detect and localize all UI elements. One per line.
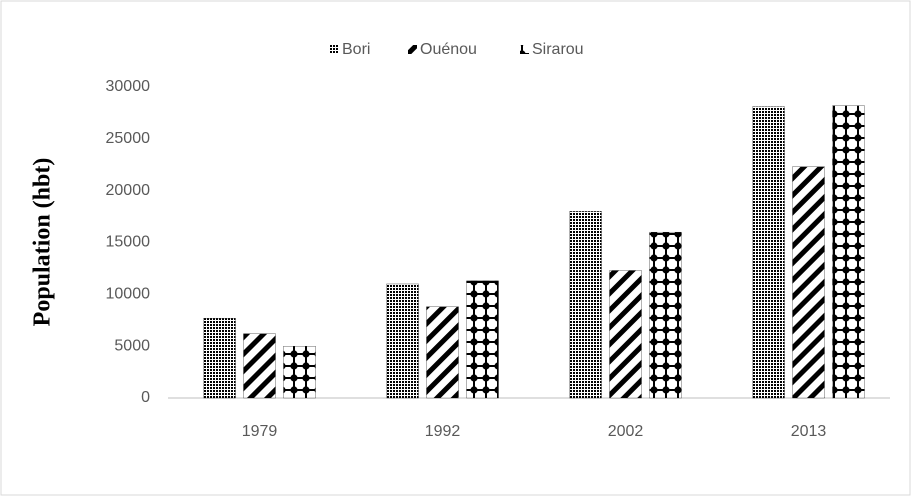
bar (386, 283, 419, 399)
x-tick-label: 1979 (242, 423, 278, 440)
y-tick-label: 10000 (106, 286, 151, 303)
y-tick-label: 5000 (114, 337, 150, 354)
y-tick-label: 0 (141, 389, 150, 406)
bar (792, 166, 825, 399)
legend-label: Sirarou (532, 41, 584, 58)
y-axis-title: Population (hbt) (30, 158, 56, 327)
x-tick-label: 1992 (425, 423, 461, 440)
bar (832, 105, 865, 399)
bar (283, 346, 316, 399)
bar (426, 306, 459, 399)
bar (466, 280, 499, 399)
bar (609, 270, 642, 399)
bar (203, 318, 236, 399)
x-tick-label: 2013 (791, 423, 827, 440)
legend-label: Bori (342, 41, 370, 58)
x-tick-label: 2002 (608, 423, 644, 440)
bar (649, 231, 682, 399)
bar (752, 106, 785, 399)
y-tick-label: 20000 (106, 182, 151, 199)
legend-swatch (520, 45, 529, 54)
legend-swatch (408, 45, 417, 54)
y-tick-label: 25000 (106, 130, 151, 147)
legend-swatch (330, 45, 339, 54)
bar (243, 333, 276, 399)
y-tick-label: 15000 (106, 234, 151, 251)
legend-label: Ouénou (420, 41, 477, 58)
y-tick-label: 30000 (106, 78, 151, 95)
bar (569, 211, 602, 399)
